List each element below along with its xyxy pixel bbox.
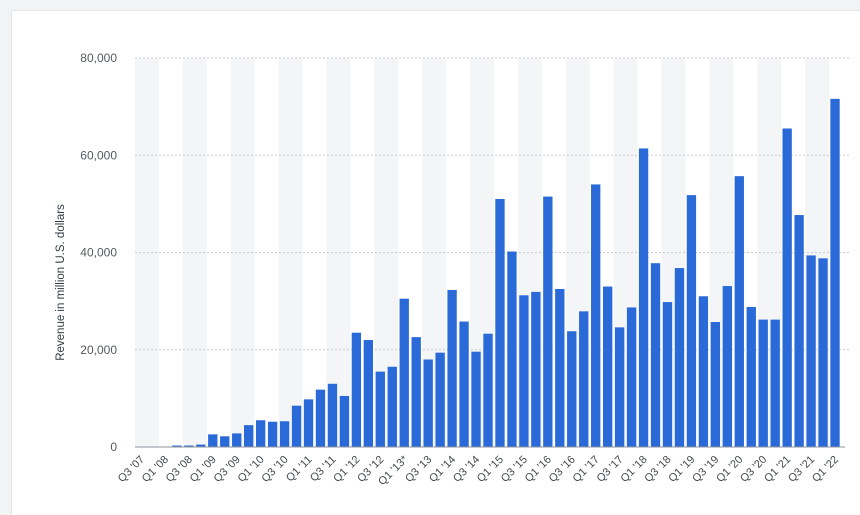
bar[interactable] <box>698 296 709 447</box>
bar[interactable] <box>830 98 840 447</box>
bar[interactable] <box>184 445 194 447</box>
bar[interactable] <box>782 128 792 447</box>
bar[interactable] <box>196 444 206 447</box>
x-tick-label: Q3 '10 <box>260 454 291 485</box>
bar[interactable] <box>794 215 804 447</box>
bar[interactable] <box>734 176 744 447</box>
bar[interactable] <box>567 331 577 447</box>
bar[interactable] <box>172 445 182 447</box>
bar[interactable] <box>267 421 278 447</box>
bar[interactable] <box>471 351 481 447</box>
bar[interactable] <box>495 199 505 447</box>
bar[interactable] <box>411 337 421 447</box>
bar[interactable] <box>579 311 589 447</box>
bar[interactable] <box>279 421 290 447</box>
bar[interactable] <box>399 298 409 447</box>
bar[interactable] <box>543 196 553 447</box>
bar[interactable] <box>591 184 601 448</box>
bar[interactable] <box>638 148 649 447</box>
chart-card: 0 20,000 40,000 60,000 80,000 Q3 '07 Q1 '08 Q3… <box>11 10 860 515</box>
y-tick-label: 80,000 <box>80 51 117 65</box>
y-tick-label: 0 <box>110 440 117 454</box>
x-tick-label: Q1 '11 <box>284 454 315 485</box>
bar[interactable] <box>303 399 314 447</box>
bar[interactable] <box>614 327 625 447</box>
y-axis-label: Revenue in million U.S. dollars <box>55 204 67 361</box>
bar[interactable] <box>483 333 493 447</box>
y-tick-label: 60,000 <box>80 148 117 162</box>
bar[interactable] <box>758 319 768 447</box>
bar[interactable] <box>746 306 756 447</box>
bar[interactable] <box>327 383 338 447</box>
bar[interactable] <box>686 195 697 447</box>
bar[interactable] <box>770 319 780 447</box>
bar[interactable] <box>387 366 397 447</box>
bar[interactable] <box>220 436 230 447</box>
column-band <box>278 58 303 447</box>
bar[interactable] <box>315 389 326 447</box>
bar[interactable] <box>363 340 374 447</box>
bar[interactable] <box>626 307 637 447</box>
bar[interactable] <box>208 434 218 447</box>
bar[interactable] <box>447 289 457 447</box>
bar[interactable] <box>351 332 362 447</box>
bar[interactable] <box>423 359 433 447</box>
bar[interactable] <box>375 371 385 447</box>
bar[interactable] <box>519 295 529 447</box>
bar[interactable] <box>507 251 517 447</box>
bar[interactable] <box>722 286 732 447</box>
bar[interactable] <box>339 395 350 447</box>
bar[interactable] <box>555 288 565 447</box>
bar[interactable] <box>818 258 828 447</box>
bar[interactable] <box>291 405 302 447</box>
y-tick-label: 20,000 <box>80 343 117 357</box>
bar[interactable] <box>710 322 721 447</box>
x-tick-label: Q1 '22 <box>810 454 841 485</box>
y-axis-ticks: 0 20,000 40,000 60,000 80,000 <box>80 51 117 454</box>
bar[interactable] <box>435 352 445 447</box>
y-tick-label: 40,000 <box>80 246 117 260</box>
bar[interactable] <box>650 263 661 447</box>
bar[interactable] <box>232 433 242 447</box>
bar[interactable] <box>602 286 613 447</box>
bar[interactable] <box>459 321 469 447</box>
bar[interactable] <box>674 268 685 447</box>
bar[interactable] <box>531 291 541 447</box>
bar[interactable] <box>662 302 673 447</box>
bar[interactable] <box>806 255 816 447</box>
bar[interactable] <box>255 420 266 447</box>
bars <box>172 98 840 448</box>
bar[interactable] <box>244 425 254 447</box>
